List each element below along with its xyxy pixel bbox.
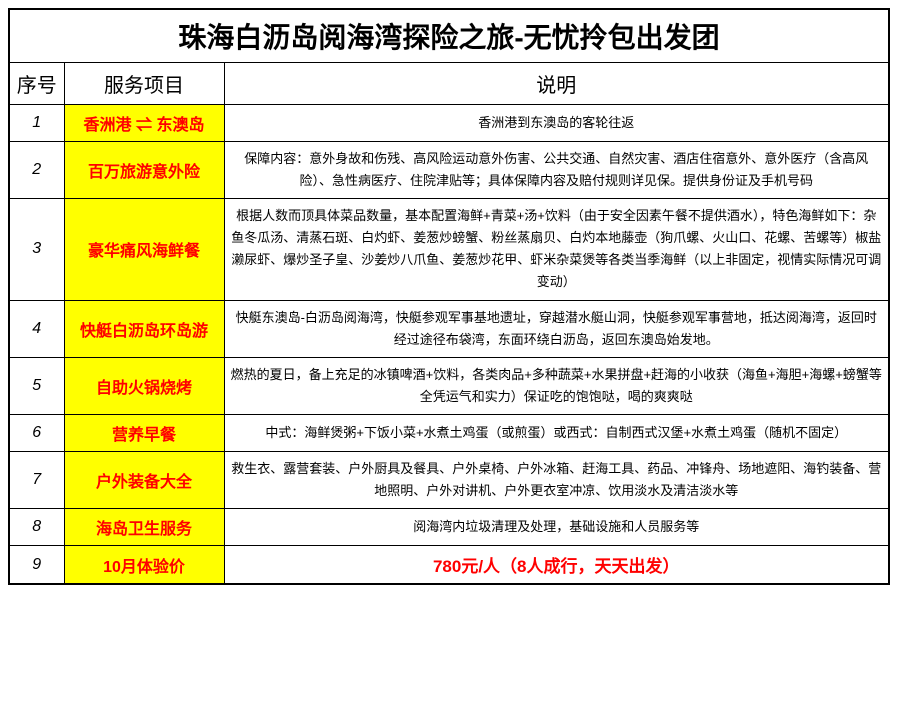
header-service: 服务项目 <box>64 63 224 105</box>
table-row: 3豪华痛风海鲜餐根据人数而顶具体菜品数量，基本配置海鲜+青菜+汤+饮料（由于安全… <box>9 199 889 300</box>
row-seq: 2 <box>9 142 64 199</box>
row-seq: 5 <box>9 357 64 414</box>
row-service: 营养早餐 <box>64 414 224 451</box>
row-seq: 1 <box>9 105 64 142</box>
page-title: 珠海白沥岛阅海湾探险之旅-无忧拎包出发团 <box>9 9 889 63</box>
row-description: 中式：海鲜煲粥+下饭小菜+水煮土鸡蛋（或煎蛋）或西式：自制西式汉堡+水煮土鸡蛋（… <box>224 414 889 451</box>
table-row: 910月体验价780元/人（8人成行，天天出发） <box>9 546 889 585</box>
row-seq: 9 <box>9 546 64 585</box>
pricing-table: 珠海白沥岛阅海湾探险之旅-无忧拎包出发团 序号 服务项目 说明 1香洲港 ⇌ 东… <box>8 8 890 585</box>
row-service: 10月体验价 <box>64 546 224 585</box>
row-seq: 8 <box>9 509 64 546</box>
header-description: 说明 <box>224 63 889 105</box>
row-description: 快艇东澳岛-白沥岛阅海湾，快艇参观军事基地遗址，穿越潜水艇山洞，快艇参观军事营地… <box>224 300 889 357</box>
row-service: 百万旅游意外险 <box>64 142 224 199</box>
table-row: 8海岛卫生服务阅海湾内垃圾清理及处理，基础设施和人员服务等 <box>9 509 889 546</box>
row-description: 香洲港到东澳岛的客轮往返 <box>224 105 889 142</box>
row-service: 海岛卫生服务 <box>64 509 224 546</box>
row-service: 户外装备大全 <box>64 451 224 508</box>
row-description: 保障内容：意外身故和伤残、高风险运动意外伤害、公共交通、自然灾害、酒店住宿意外、… <box>224 142 889 199</box>
row-description: 燃热的夏日，备上充足的冰镇啤酒+饮料，各类肉品+多种蔬菜+水果拼盘+赶海的小收获… <box>224 357 889 414</box>
row-seq: 3 <box>9 199 64 300</box>
row-seq: 6 <box>9 414 64 451</box>
row-description: 根据人数而顶具体菜品数量，基本配置海鲜+青菜+汤+饮料（由于安全因素午餐不提供酒… <box>224 199 889 300</box>
table-row: 5自助火锅烧烤燃热的夏日，备上充足的冰镇啤酒+饮料，各类肉品+多种蔬菜+水果拼盘… <box>9 357 889 414</box>
row-seq: 7 <box>9 451 64 508</box>
table-row: 4快艇白沥岛环岛游快艇东澳岛-白沥岛阅海湾，快艇参观军事基地遗址，穿越潜水艇山洞… <box>9 300 889 357</box>
row-service: 自助火锅烧烤 <box>64 357 224 414</box>
row-description: 救生衣、露营套装、户外厨具及餐具、户外桌椅、户外冰箱、赶海工具、药品、冲锋舟、场… <box>224 451 889 508</box>
header-seq: 序号 <box>9 63 64 105</box>
table-row: 1香洲港 ⇌ 东澳岛香洲港到东澳岛的客轮往返 <box>9 105 889 142</box>
table-row: 2百万旅游意外险保障内容：意外身故和伤残、高风险运动意外伤害、公共交通、自然灾害… <box>9 142 889 199</box>
row-price: 780元/人（8人成行，天天出发） <box>224 546 889 585</box>
table-row: 6营养早餐中式：海鲜煲粥+下饭小菜+水煮土鸡蛋（或煎蛋）或西式：自制西式汉堡+水… <box>9 414 889 451</box>
row-seq: 4 <box>9 300 64 357</box>
row-service: 快艇白沥岛环岛游 <box>64 300 224 357</box>
row-description: 阅海湾内垃圾清理及处理，基础设施和人员服务等 <box>224 509 889 546</box>
table-row: 7户外装备大全救生衣、露营套装、户外厨具及餐具、户外桌椅、户外冰箱、赶海工具、药… <box>9 451 889 508</box>
row-service: 香洲港 ⇌ 东澳岛 <box>64 105 224 142</box>
row-service: 豪华痛风海鲜餐 <box>64 199 224 300</box>
